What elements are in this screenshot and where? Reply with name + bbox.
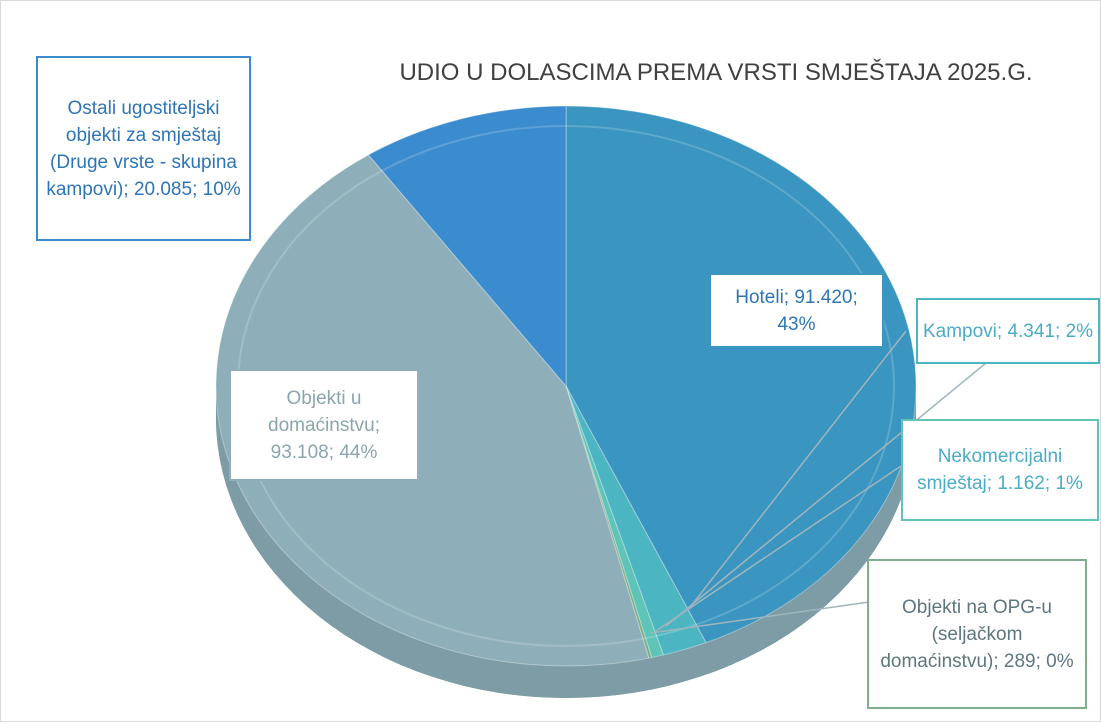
data-label-text: Ostali ugostiteljski objekti za smještaj… (42, 95, 245, 203)
label-part: ; (993, 650, 1004, 672)
label-part: 2% (1065, 320, 1094, 342)
pie-slice (565, 385, 665, 659)
data-label: Objekti u domaćinstvu; 93.108; 44% (229, 369, 419, 481)
data-label-text: Nekomercijalni smještaj; 1.162; 1% (907, 443, 1093, 497)
label-part: ; (783, 286, 795, 308)
pie-slice (367, 105, 567, 388)
label-part: 4.341 (1007, 320, 1055, 342)
label-part: ; (996, 320, 1008, 342)
label-part: 1% (1055, 473, 1083, 494)
label-part: ; (328, 441, 340, 463)
label-part: 1.162 (997, 473, 1045, 494)
leader-line (690, 330, 907, 607)
pie-slice (565, 385, 707, 656)
leader-line (665, 362, 987, 627)
label-part: Kampovi (922, 320, 997, 342)
label-part: Objekti u domaćinstvu (268, 387, 375, 436)
label-part: Hoteli (735, 286, 784, 308)
label-part: 43% (777, 313, 816, 335)
data-label: Hoteli; 91.420; 43% (709, 273, 884, 348)
label-part: ; (192, 178, 203, 200)
data-label-text: Objekti u domaćinstvu; 93.108; 44% (235, 385, 413, 466)
pie-slice (565, 385, 653, 659)
label-part: 91.420 (794, 286, 853, 308)
label-part: 10% (202, 178, 241, 200)
label-part: Objekti na OPG-u (seljačkom domaćinstvu) (880, 596, 1052, 672)
label-part: 0% (1046, 650, 1074, 672)
pie-slice (565, 105, 917, 644)
data-label: Nekomercijalni smještaj; 1.162; 1% (901, 419, 1099, 521)
label-part: ; (986, 473, 998, 494)
label-part: ; (1035, 650, 1047, 672)
data-label-text: Kampovi; 4.341; 2% (923, 318, 1093, 345)
label-part: Nekomercijalni smještaj (917, 446, 1063, 494)
label-part: ; (1055, 320, 1066, 342)
label-part: 44% (339, 441, 378, 463)
label-part: ; (374, 414, 380, 436)
label-part: ; (1044, 473, 1056, 494)
label-part: ; (123, 178, 134, 200)
data-label: Objekti na OPG-u (seljačkom domaćinstvu)… (867, 559, 1087, 709)
label-part: ; (852, 286, 858, 308)
label-part: Ostali ugostiteljski objekti za smještaj… (46, 97, 237, 200)
data-label-text: Objekti na OPG-u (seljačkom domaćinstvu)… (873, 594, 1081, 675)
data-label: Kampovi; 4.341; 2% (916, 298, 1100, 364)
label-part: 93.108 (270, 441, 329, 463)
leader-line (655, 465, 902, 632)
data-label-text: Hoteli; 91.420; 43% (715, 284, 878, 338)
label-part: 289 (1003, 650, 1036, 672)
pie-slice (215, 154, 650, 667)
leader-line (650, 600, 877, 634)
chart-title: UDIO U DOLASCIMA PREMA VRSTI SMJEŠTAJA 2… (399, 59, 1033, 86)
label-part: 20.085 (133, 178, 193, 200)
data-label: Ostali ugostiteljski objekti za smještaj… (36, 56, 251, 241)
